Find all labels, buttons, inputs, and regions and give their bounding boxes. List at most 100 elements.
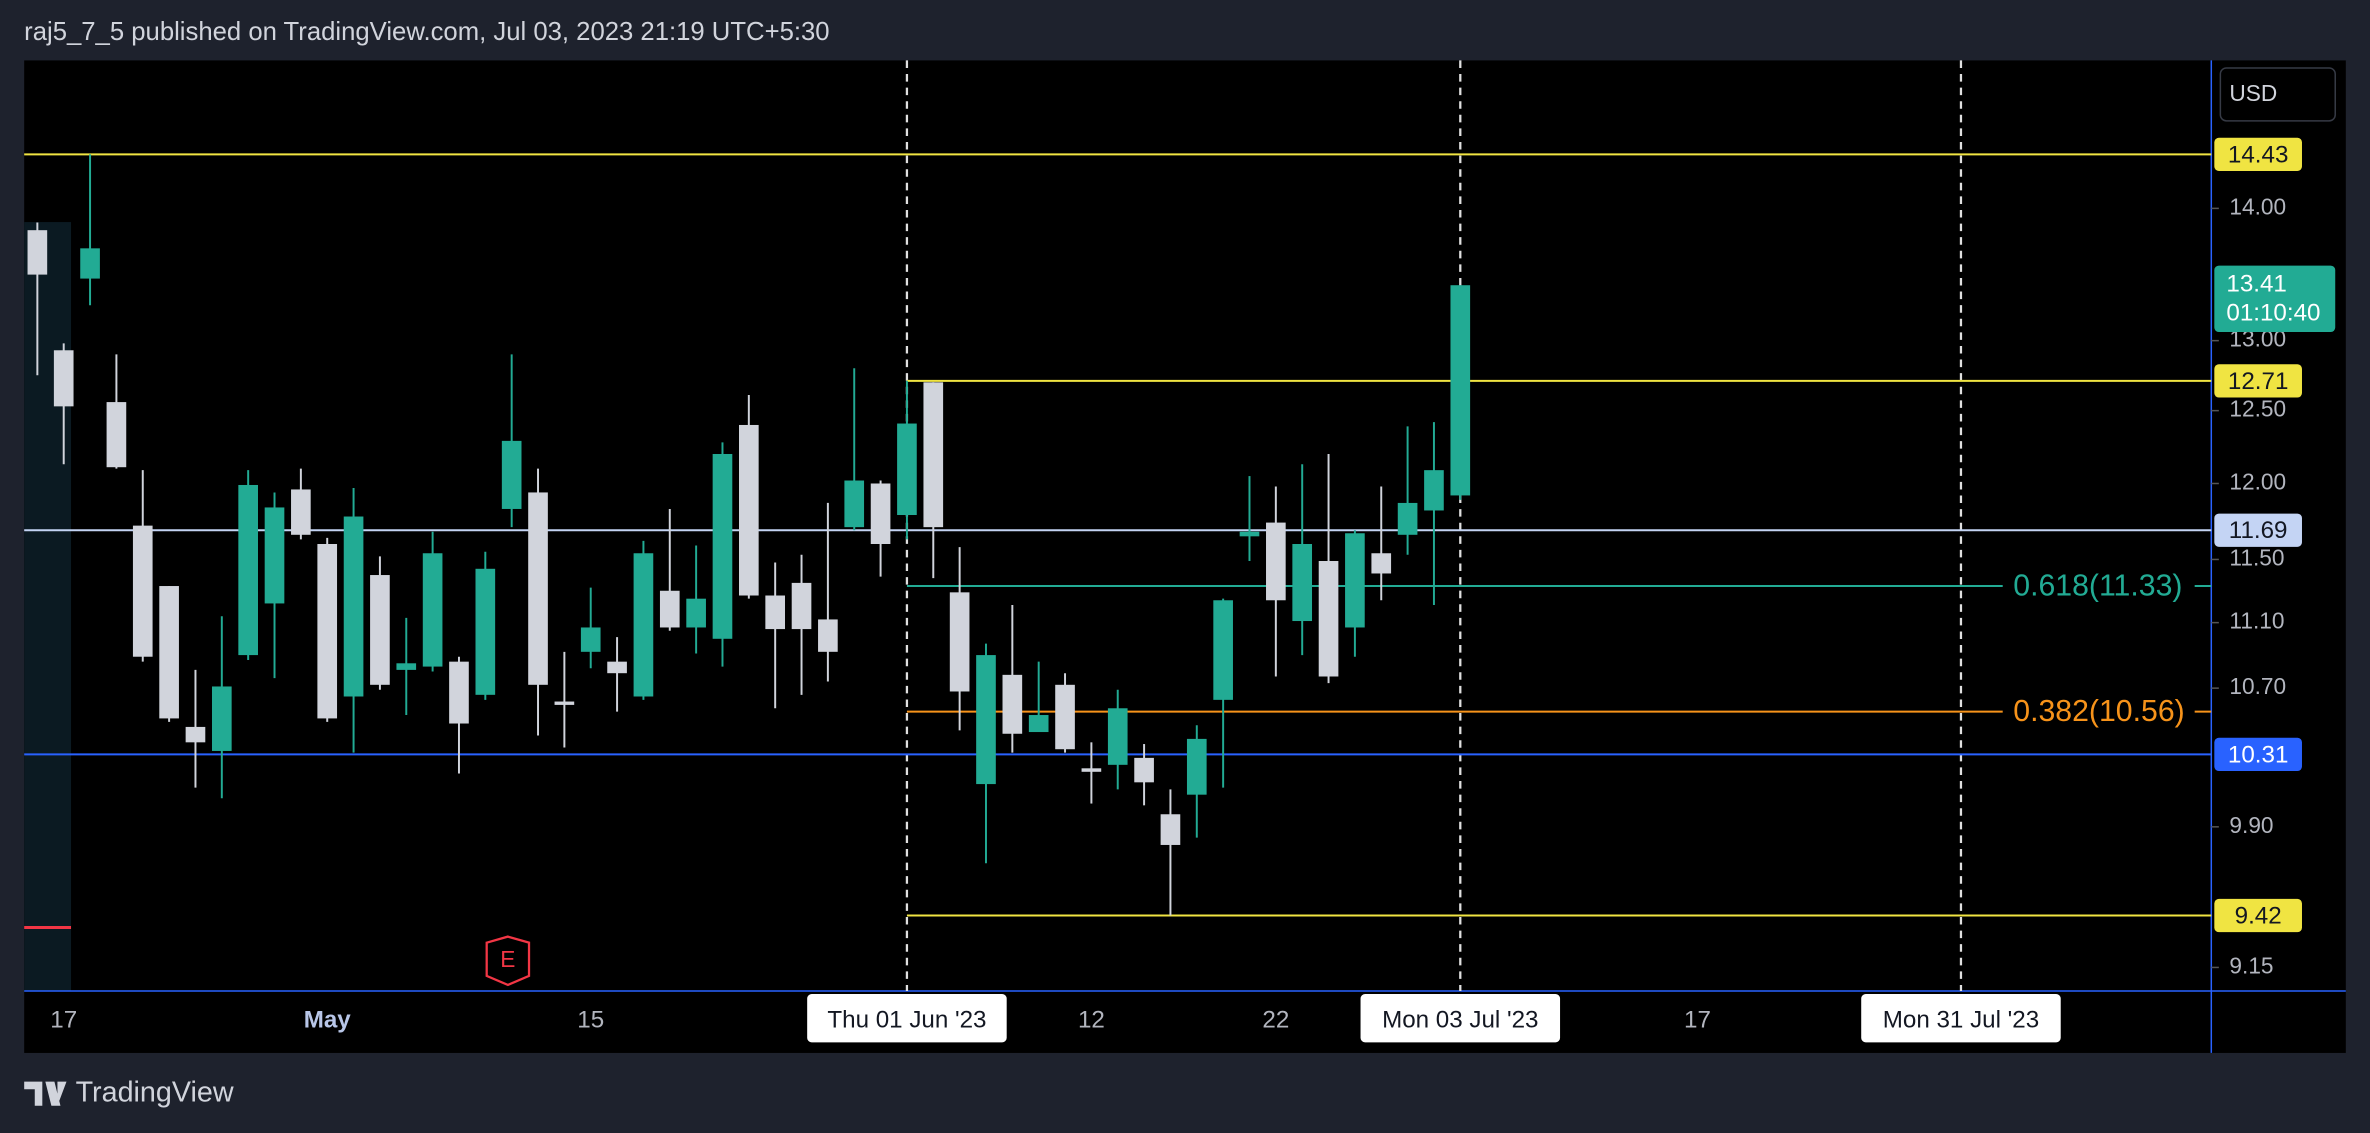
earnings-marker[interactable]: E (485, 935, 531, 987)
candle-body (1028, 715, 1049, 733)
candle-body (1213, 600, 1233, 700)
candle-body (238, 484, 258, 656)
candle-body (1160, 814, 1181, 845)
date-box (807, 994, 1007, 1043)
y-tick-label: 14.00 (2229, 193, 2286, 219)
candle-body (449, 661, 469, 724)
candle-body (554, 701, 575, 705)
candle-body (1397, 502, 1418, 535)
candle-body (976, 655, 996, 785)
x-tick-label: 17 (1684, 1007, 1711, 1034)
earnings-badge[interactable] (485, 935, 531, 987)
candle-body (923, 382, 944, 528)
candle-body (633, 553, 654, 697)
countdown: 01:10:40 (2226, 299, 2320, 326)
header-text: raj5_7_5 published on TradingView.com, J… (24, 18, 829, 46)
candle-body (1002, 674, 1023, 734)
price-label-box (2214, 513, 2302, 547)
fib-label: 0.618(11.33) (2013, 570, 2182, 603)
candle-body (1186, 738, 1207, 795)
y-tick-label: 9.15 (2229, 952, 2273, 978)
currency[interactable]: USD (2229, 80, 2277, 106)
candle-body (580, 627, 601, 652)
footer-text: TradingView (76, 1076, 234, 1108)
session-shade (24, 222, 72, 991)
price-label-box (2214, 898, 2302, 933)
candle-body (1239, 531, 1260, 537)
y-tick-label: 11.50 (2229, 544, 2284, 570)
y-tick-label: 10.70 (2229, 673, 2286, 699)
candle-body (1318, 561, 1339, 677)
x-tick-label: 12 (1078, 1007, 1105, 1034)
last-price: 13.41 (2226, 271, 2286, 298)
candle-body (53, 350, 74, 407)
candle-body (501, 440, 522, 509)
date-box (1861, 994, 2061, 1043)
candle-body (686, 598, 706, 628)
candle-body (1345, 533, 1365, 628)
candle-body (528, 492, 548, 685)
candle-body (159, 586, 179, 719)
candle-body (897, 423, 917, 516)
candle-body (659, 590, 680, 628)
y-tick-label: 12.50 (2229, 396, 2286, 422)
candle-body (80, 248, 100, 279)
candle-body (1134, 757, 1154, 783)
earnings-label[interactable]: E (500, 946, 515, 972)
price-label: 14.43 (2228, 141, 2288, 168)
y-tick-label: 12.00 (2229, 468, 2286, 494)
candle-body (791, 582, 812, 630)
candle-body (739, 424, 759, 596)
candle-body (1081, 768, 1102, 772)
price-label-box (2214, 364, 2302, 398)
y-tick-label: 11.10 (2229, 608, 2284, 634)
candle-body (475, 568, 496, 695)
candle-body (1266, 522, 1286, 601)
x-tick-label: 22 (1262, 1007, 1289, 1034)
candle-body (1055, 684, 1075, 750)
candle-body (818, 619, 838, 652)
candle-body (712, 453, 733, 639)
candle-body (264, 507, 285, 604)
candle-body (211, 686, 232, 751)
candle-body (1107, 708, 1128, 765)
price-label: 10.31 (2228, 741, 2288, 768)
candle-body (185, 726, 206, 743)
candle-body (106, 402, 127, 468)
x-tick-label: Mon 03 Jul '23 (1382, 1007, 1538, 1034)
candle-body (291, 489, 311, 535)
date-box (1360, 994, 1561, 1043)
y-tick-label: 9.90 (2229, 812, 2273, 838)
candle-body (1450, 285, 1471, 496)
currency-box[interactable] (2219, 67, 2336, 122)
candle-body (949, 592, 970, 692)
last-price-box (2214, 265, 2336, 333)
footer-logo: TradingView (24, 1076, 234, 1108)
candle-body (1371, 553, 1392, 574)
price-label: 12.71 (2228, 368, 2288, 395)
price-label-box (2214, 737, 2302, 772)
price-label-box (2214, 137, 2302, 171)
candle-body (132, 525, 153, 657)
plot-area (24, 60, 2346, 1053)
price-label: 9.42 (2235, 902, 2282, 929)
candle-body (396, 663, 417, 670)
candle-body (370, 575, 390, 685)
candle-body (607, 661, 627, 674)
x-tick-label: Mon 31 Jul '23 (1883, 1007, 2039, 1034)
x-tick-label: Thu 01 Jun '23 (827, 1007, 986, 1034)
price-label: 11.69 (2229, 517, 2288, 544)
candle-body (1424, 470, 1444, 511)
candle-body (765, 595, 786, 630)
candle-body (844, 480, 865, 528)
x-tick-label: 15 (577, 1007, 604, 1034)
candle-body (1292, 544, 1313, 622)
candle-body (422, 553, 443, 667)
candle-body (317, 544, 338, 719)
candle-body (343, 516, 364, 697)
series-layer: 14.0013.0012.5012.0011.5011.1010.709.909… (24, 60, 2336, 1043)
candle-body (870, 483, 891, 545)
x-tick-label: 17 (50, 1007, 77, 1034)
